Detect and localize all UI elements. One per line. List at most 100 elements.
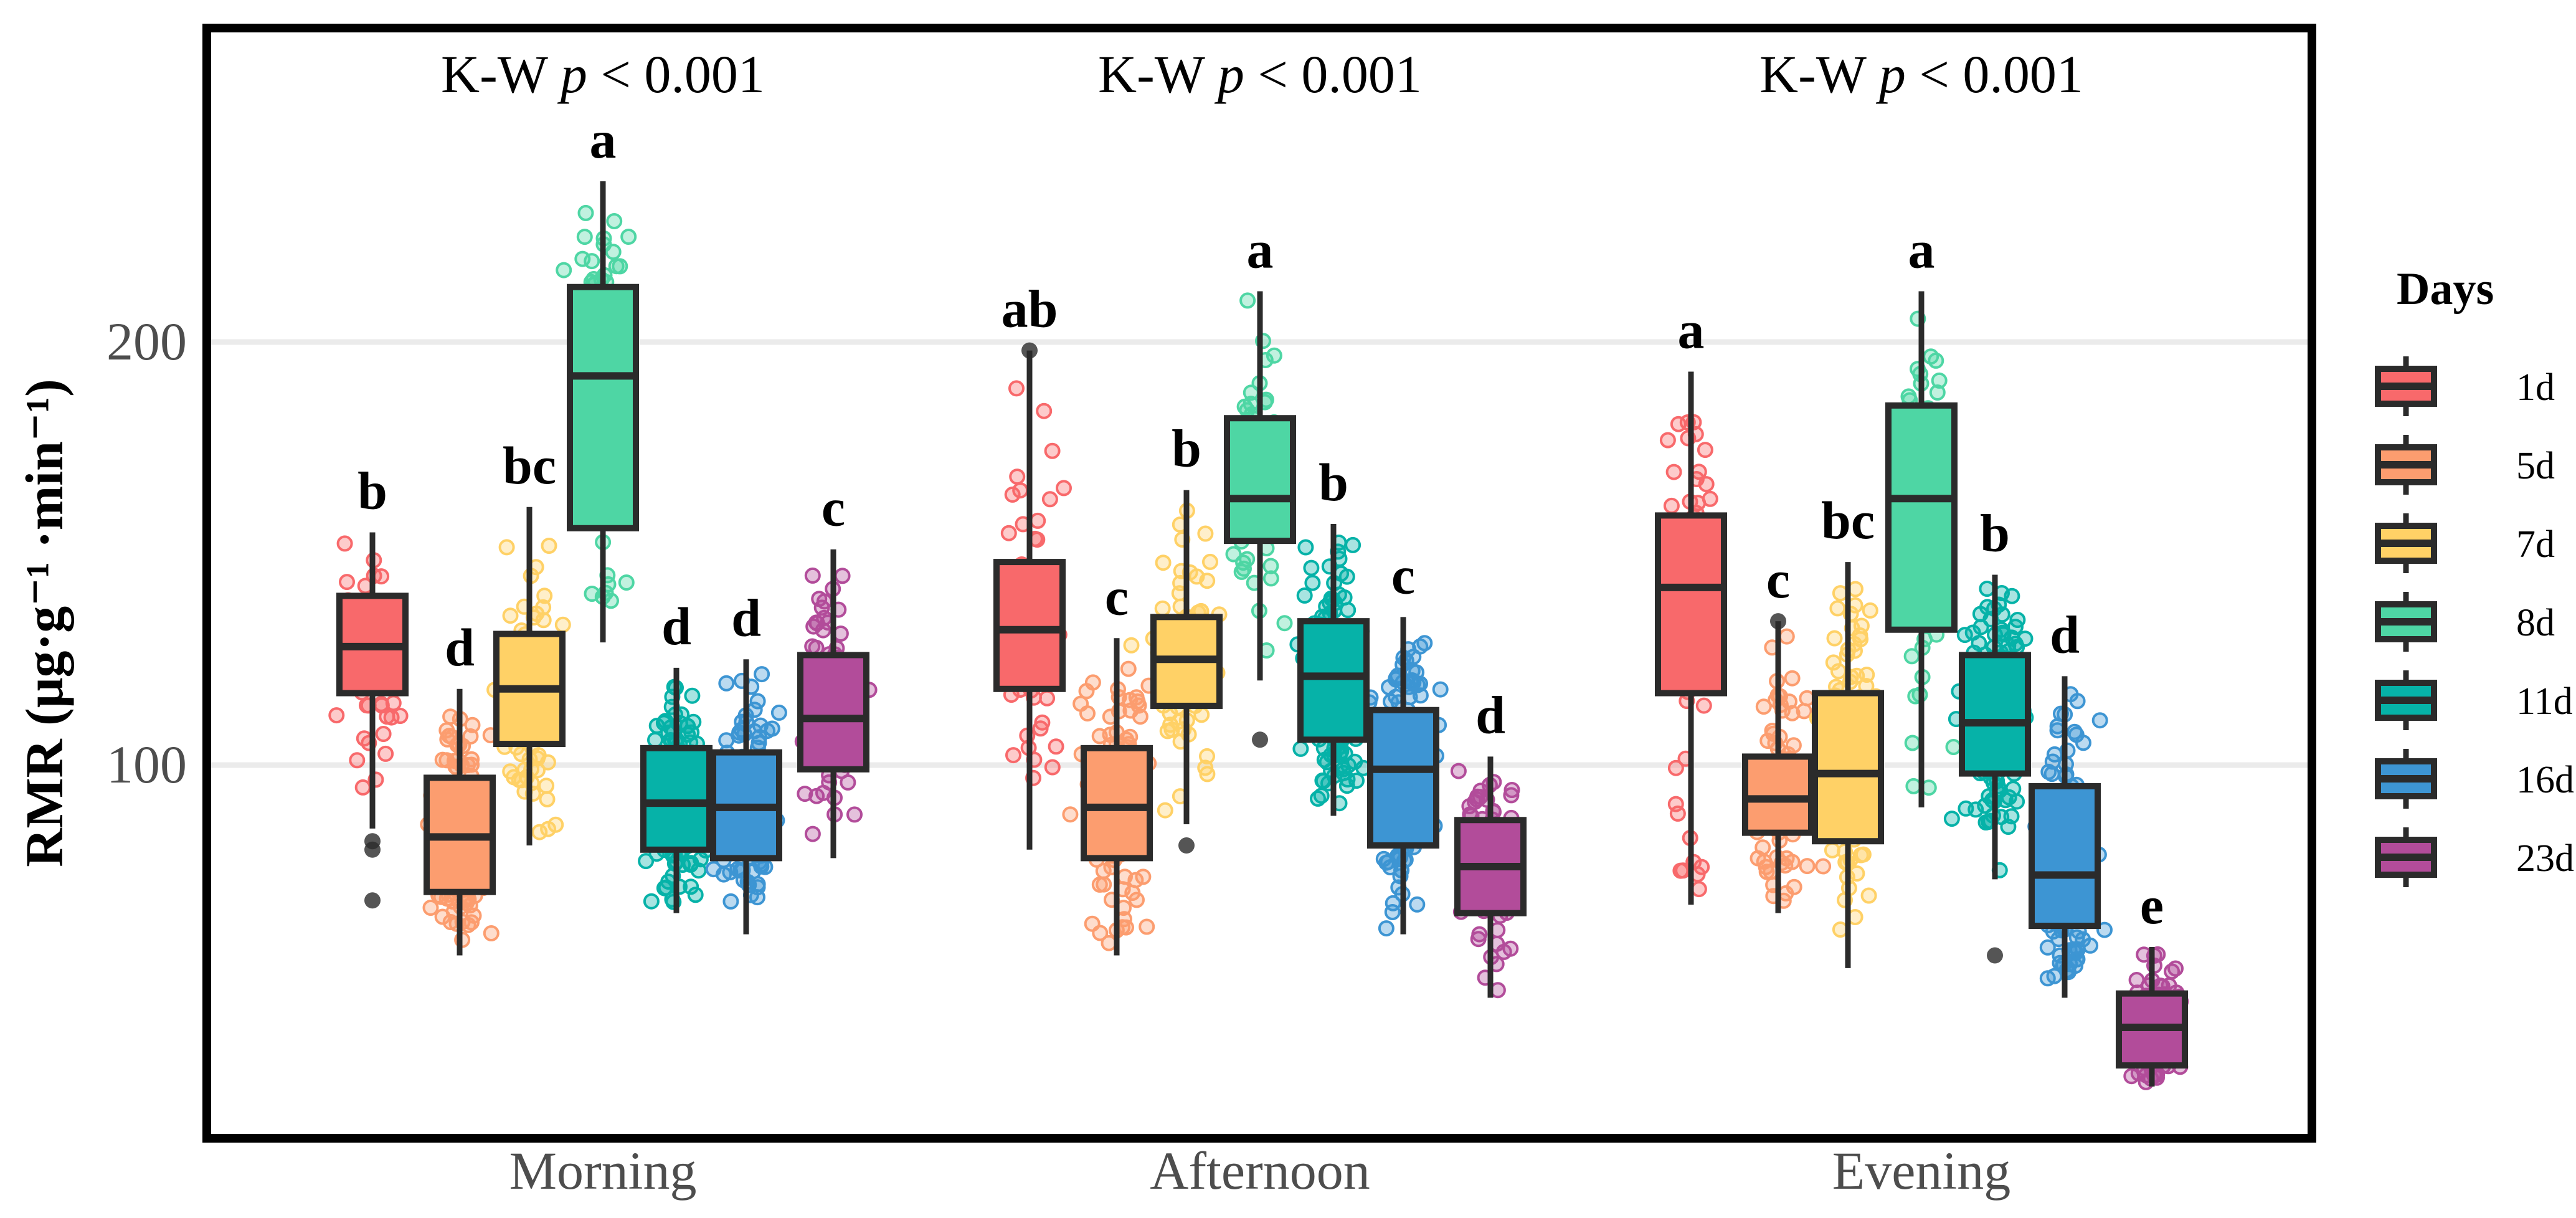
jitter-point-7d-afternoon: [1157, 802, 1173, 819]
sig-letter-11d-morning: d: [661, 596, 691, 656]
jitter-point-11d-morning: [684, 687, 701, 704]
jitter-point-11d-morning: [647, 731, 663, 748]
jitter-point-1d-afternoon: [1008, 380, 1025, 397]
jitter-point-5d-morning: [463, 756, 480, 773]
outlier-7d-afternoon: [1178, 837, 1195, 854]
x-tick-label-morning: Morning: [509, 1141, 697, 1201]
jitter-point-8d-afternoon: [1262, 558, 1279, 574]
jitter-point-16d-evening: [2069, 693, 2086, 710]
jitter-point-5d-evening: [1784, 670, 1801, 687]
jitter-point-8d-afternoon: [1239, 292, 1256, 309]
jitter-point-7d-morning: [554, 616, 571, 633]
jitter-point-5d-afternoon: [1101, 935, 1117, 951]
jitter-point-23d-morning: [811, 591, 828, 607]
jitter-point-5d-evening: [1758, 864, 1775, 880]
jitter-point-8d-evening: [1928, 352, 1944, 369]
jitter-point-16d-morning: [722, 893, 739, 910]
jitter-point-1d-evening: [1667, 796, 1684, 812]
jitter-point-1d-morning: [375, 726, 392, 742]
box-23d-morning: [797, 652, 869, 773]
jitter-point-1d-afternoon: [1005, 747, 1021, 764]
legend-label-11d: 11d: [2516, 680, 2573, 723]
jitter-point-7d-evening: [1860, 887, 1877, 904]
jitter-point-5d-evening: [1755, 698, 1772, 715]
sig-letter-1d-morning: b: [358, 461, 387, 521]
jitter-point-1d-afternoon: [1041, 491, 1058, 508]
box-8d-morning: [567, 283, 639, 531]
jitter-point-11d-morning: [638, 853, 655, 870]
jitter-point-11d-evening: [2000, 819, 2017, 835]
jitter-point-7d-morning: [531, 824, 548, 840]
jitter-point-5d-evening: [1759, 733, 1776, 749]
jitter-point-8d-morning: [584, 586, 600, 602]
jitter-point-8d-morning: [618, 574, 635, 591]
jitter-point-16d-morning: [749, 879, 766, 896]
jitter-point-16d-afternoon: [1378, 920, 1395, 937]
sig-letter-7d-afternoon: b: [1172, 419, 1201, 478]
jitter-point-5d-afternoon: [1117, 868, 1133, 885]
jitter-point-5d-afternoon: [1120, 660, 1137, 677]
jitter-point-16d-morning: [752, 717, 769, 734]
jitter-point-7d-morning: [513, 746, 529, 763]
jitter-point-7d-evening: [1862, 602, 1878, 619]
box-layer: [336, 181, 2188, 1087]
jitter-point-16d-evening: [2096, 921, 2113, 938]
jitter-point-11d-afternoon: [1314, 772, 1331, 789]
legend: Days 1d 5d 7d 8d 11d 16d 23d: [2375, 264, 2574, 887]
jitter-point-16d-evening: [2040, 763, 2057, 780]
jitter-point-23d-afternoon: [1470, 931, 1487, 948]
jitter-point-16d-afternoon: [1432, 681, 1449, 698]
jitter-point-5d-afternoon: [1084, 674, 1101, 691]
jitter-point-8d-evening: [1929, 384, 1946, 401]
legend-label-1d: 1d: [2516, 366, 2555, 409]
jitter-point-1d-afternoon: [1044, 442, 1061, 459]
panel-border: [202, 24, 2316, 1143]
jitter-point-5d-morning: [439, 731, 456, 748]
jitter-point-7d-morning: [498, 539, 515, 556]
jitter-point-23d-evening: [2164, 963, 2181, 980]
box-7d-evening: [1812, 690, 1884, 845]
legend-label-23d: 23d: [2516, 837, 2574, 880]
jitter-point-11d-morning: [683, 878, 699, 895]
jitter-point-7d-evening: [1826, 630, 1843, 647]
jitter-point-23d-morning: [840, 774, 856, 791]
jitter-point-11d-afternoon: [1345, 536, 1361, 553]
jitter-point-7d-morning: [547, 816, 564, 833]
jitter-point-8d-afternoon: [1262, 570, 1279, 587]
jitter-point-1d-morning: [385, 695, 402, 711]
legend-label-7d: 7d: [2516, 523, 2555, 566]
jitter-point-16d-morning: [718, 675, 735, 692]
jitter-point-5d-evening: [1815, 858, 1832, 875]
jitter-point-8d-morning: [603, 592, 619, 609]
jitter-point-8d-evening: [1900, 388, 1917, 405]
box-8d-evening: [1885, 402, 1958, 633]
jitter-point-5d-afternoon: [1084, 915, 1101, 932]
box-11d-morning: [640, 745, 713, 853]
jitter-point-7d-evening: [1855, 846, 1872, 863]
jitter-point-5d-afternoon: [1073, 695, 1089, 712]
jitter-point-5d-evening: [1778, 850, 1795, 867]
sig-letter-8d-morning: a: [590, 110, 617, 169]
jitter-point-1d-morning: [349, 752, 366, 769]
box-5d-evening: [1742, 753, 1814, 836]
jitter-point-1d-evening: [1698, 476, 1715, 493]
jitter-point-11d-afternoon: [1313, 787, 1330, 804]
jitter-point-8d-morning: [612, 258, 628, 275]
sig-letter-7d-evening: bc: [1821, 490, 1875, 550]
jitter-point-8d-morning: [556, 262, 572, 278]
jitter-point-5d-morning: [483, 925, 500, 941]
kw-test-label-evening: K-W p < 0.001: [1759, 44, 2083, 104]
jitter-point-1d-afternoon: [1036, 402, 1053, 419]
sig-letter-5d-evening: c: [1766, 550, 1790, 609]
outlier-8d-afternoon: [1252, 731, 1268, 748]
jitter-point-23d-morning: [804, 638, 821, 655]
jitter-point-16d-afternoon: [1385, 895, 1401, 911]
jitter-point-7d-evening: [1829, 600, 1846, 617]
outlier-11d-evening: [1987, 947, 2003, 964]
jitter-point-16d-afternoon: [1412, 687, 1429, 704]
jitter-point-7d-morning: [539, 791, 556, 807]
jitter-point-16d-afternoon: [1409, 896, 1426, 913]
jitter-point-16d-morning: [757, 859, 774, 875]
jitter-point-8d-morning: [577, 204, 594, 221]
y-axis-label: RMR (μg·g⁻¹ ·min⁻¹): [14, 379, 74, 867]
